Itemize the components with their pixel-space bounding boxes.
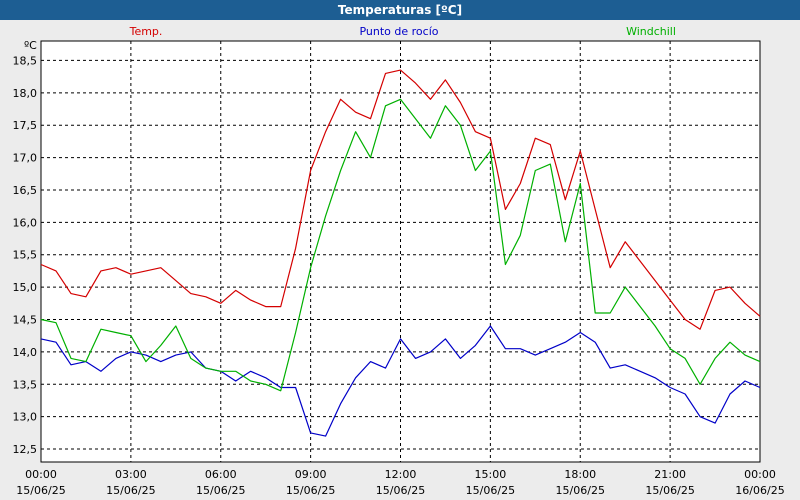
y-axis: 12,5 13,0 13,5 14,0 14,5 15,0 15,5 16,0 16,5 17,0… [13, 54, 38, 456]
series-line [40, 98, 761, 392]
series-line [40, 325, 761, 437]
y-unit-label: ºC [24, 39, 37, 52]
y-tick-label: 13,0 [13, 411, 38, 424]
grid-lines [41, 41, 760, 462]
legend-entry: Windchill [626, 25, 676, 38]
y-tick-label: 15,5 [13, 249, 38, 262]
y-tick-label: 14,5 [13, 314, 38, 327]
y-tick-label: 15,0 [13, 281, 38, 294]
x-tick-date: 15/06/25 [106, 484, 155, 497]
y-tick-label: 18,5 [13, 54, 38, 67]
x-tick-date: 15/06/25 [196, 484, 245, 497]
x-tick-date: 15/06/25 [286, 484, 335, 497]
y-tick-label: 17,0 [13, 152, 38, 165]
x-tick-time: 18:00 [564, 468, 596, 481]
y-tick-label: 14,0 [13, 346, 38, 359]
x-tick-time: 21:00 [654, 468, 686, 481]
y-tick-label: 18,0 [13, 87, 38, 100]
x-tick-time: 06:00 [205, 468, 237, 481]
x-tick-date: 16/06/25 [735, 484, 784, 497]
series-lines [40, 69, 761, 437]
legend-entry: Temp. [129, 25, 163, 38]
y-tick-label: 16,0 [13, 216, 38, 229]
y-tick-label: 16,5 [13, 184, 38, 197]
chart-title: Temperaturas [ºC] [0, 0, 800, 20]
x-tick-time: 09:00 [295, 468, 327, 481]
legend: Temp. Punto de rocío Windchill [129, 25, 676, 38]
series-line [40, 69, 761, 330]
y-tick-label: 13,5 [13, 378, 38, 391]
x-tick-date: 15/06/25 [16, 484, 65, 497]
x-axis: 00:00 15/06/25 03:00 15/06/25 06:00 15/06/25 0… [16, 468, 784, 497]
x-tick-time: 00:00 [744, 468, 776, 481]
x-tick-date: 15/06/25 [645, 484, 694, 497]
x-tick-time: 15:00 [475, 468, 507, 481]
x-tick-time: 00:00 [25, 468, 57, 481]
x-tick-date: 15/06/25 [556, 484, 605, 497]
x-tick-date: 15/06/25 [376, 484, 425, 497]
y-tick-label: 17,5 [13, 119, 38, 132]
x-tick-date: 15/06/25 [466, 484, 515, 497]
x-tick-time: 12:00 [385, 468, 417, 481]
legend-entry: Punto de rocío [359, 25, 438, 38]
x-tick-time: 03:00 [115, 468, 147, 481]
y-tick-label: 12,5 [13, 443, 38, 456]
